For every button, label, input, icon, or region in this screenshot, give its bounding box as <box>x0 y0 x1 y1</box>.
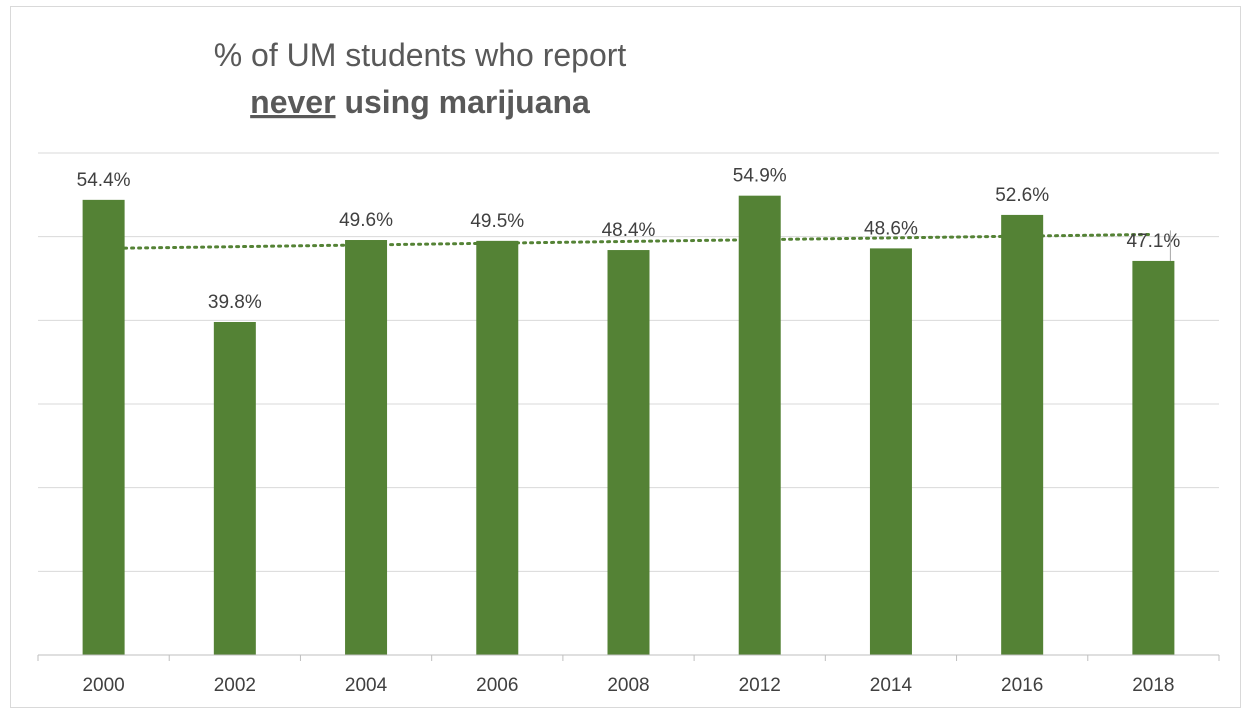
bar-chart: 54.4% 39.8% 49.6% 49.5% 48.4% 54.9% 48.6% 52.6%… <box>37 37 1220 696</box>
x-tick-label-2016: 2016 <box>1001 675 1043 696</box>
x-tick-label-2002: 2002 <box>214 675 256 696</box>
trendline-layer <box>102 232 1155 250</box>
data-label-2002: 39.8% <box>208 292 262 313</box>
bar-2016 <box>1001 214 1044 655</box>
chart-title-rest: using marijuana <box>336 84 590 120</box>
data-label-2016: 52.6% <box>995 185 1049 206</box>
x-tick-label-2004: 2004 <box>345 675 388 696</box>
data-label-2012: 54.9% <box>733 166 787 187</box>
x-tick-label-2006: 2006 <box>476 675 518 696</box>
x-tick-label-2018: 2018 <box>1132 675 1174 696</box>
x-axis: 2000 2002 2004 2006 2008 2012 2014 2016 2018 <box>37 654 1220 696</box>
chart-area: 54.4% 39.8% 49.6% 49.5% 48.4% 54.9% 48.6% 52.6%… <box>10 6 1241 708</box>
x-tick-label-2014: 2014 <box>870 675 913 696</box>
data-label-2018: 47.1% <box>1126 231 1180 252</box>
data-label-2008: 48.4% <box>602 220 656 241</box>
bar-2014 <box>869 248 912 655</box>
bar-2008 <box>607 250 650 655</box>
bar-2018 <box>1132 260 1175 655</box>
bar-2006 <box>476 240 519 655</box>
bar-2004 <box>345 240 388 655</box>
x-tick-label-2008: 2008 <box>607 675 649 696</box>
data-labels: 54.4% 39.8% 49.6% 49.5% 48.4% 54.9% 48.6% 52.6%… <box>77 166 1181 313</box>
bar-2012 <box>738 195 781 656</box>
data-label-2014: 48.6% <box>864 218 918 239</box>
x-tick-label-2012: 2012 <box>739 675 781 696</box>
data-label-2006: 49.5% <box>470 211 524 232</box>
bar-2000 <box>82 199 125 655</box>
bars <box>82 195 1175 656</box>
data-label-2004: 49.6% <box>339 210 393 231</box>
data-label-2000: 54.4% <box>77 170 131 191</box>
chart-title-line2: never using marijuana <box>250 84 590 120</box>
chart-title-emphasis: never <box>250 84 335 120</box>
chart-title: % of UM students who report <box>214 37 627 73</box>
bar-2002 <box>213 322 256 655</box>
x-tick-label-2000: 2000 <box>82 675 124 696</box>
trendline <box>102 232 1155 250</box>
